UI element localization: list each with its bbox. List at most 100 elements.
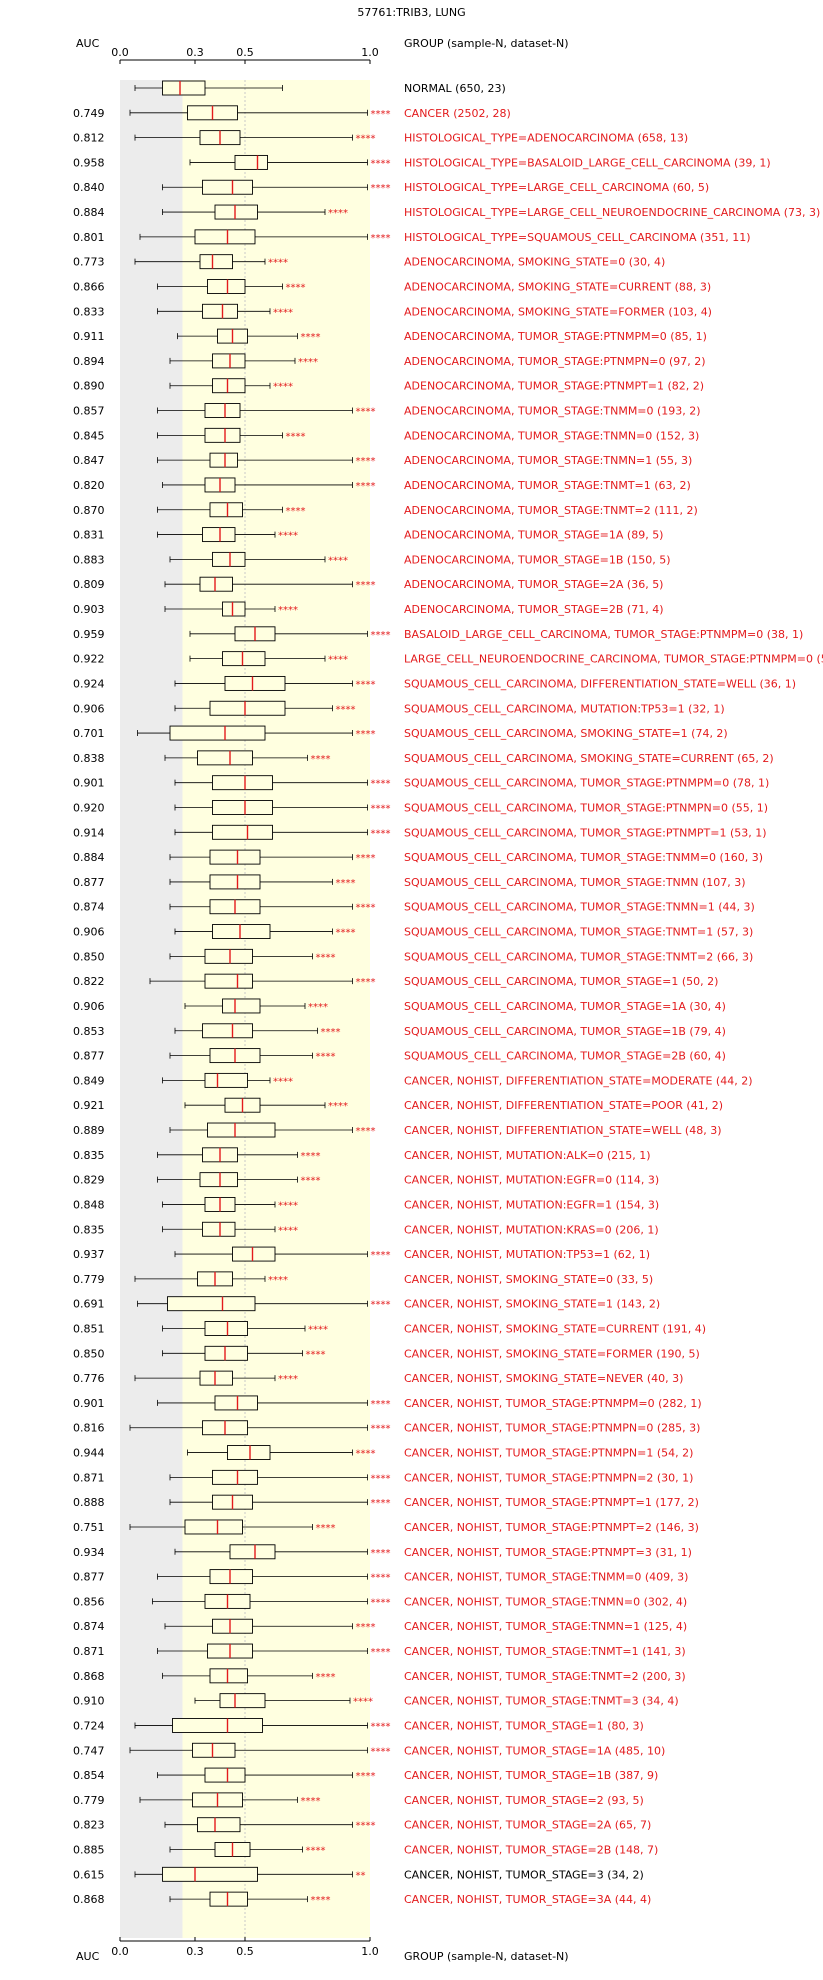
significance-label: **** bbox=[356, 729, 376, 740]
group-label: BASALOID_LARGE_CELL_CARCINOMA, TUMOR_STA… bbox=[404, 628, 803, 641]
box-row: **** 0.829 CANCER, NOHIST, MUTATION:EGFR=0… bbox=[73, 1172, 659, 1188]
group-label: CANCER, NOHIST, TUMOR_STAGE:PTNMPT=2 (14… bbox=[404, 1521, 699, 1534]
significance-label: **** bbox=[298, 357, 318, 368]
box-row: **** 0.747 CANCER, NOHIST, TUMOR_STAGE=1A … bbox=[73, 1742, 665, 1758]
box-row: **** 0.884 SQUAMOUS_CELL_CARCINOMA, TUMOR_… bbox=[73, 849, 763, 865]
group-label: ADENOCARCINOMA, TUMOR_STAGE=1A (89, 5) bbox=[404, 529, 663, 542]
auc-value: 0.615 bbox=[73, 1868, 105, 1881]
auc-value: 0.835 bbox=[73, 1149, 105, 1162]
significance-label: **** bbox=[356, 903, 376, 914]
significance-label: **** bbox=[356, 1622, 376, 1633]
group-label: ADENOCARCINOMA, TUMOR_STAGE:TNMN=0 (152,… bbox=[404, 429, 699, 442]
group-label: ADENOCARCINOMA, TUMOR_STAGE:PTNMPM=0 (85… bbox=[404, 330, 707, 343]
auc-value: 0.885 bbox=[73, 1844, 105, 1857]
box-row: **** 0.877 CANCER, NOHIST, TUMOR_STAGE:TNM… bbox=[73, 1569, 688, 1585]
group-label: ADENOCARCINOMA, SMOKING_STATE=CURRENT (8… bbox=[404, 280, 711, 293]
group-label: CANCER, NOHIST, MUTATION:EGFR=0 (114, 3) bbox=[404, 1174, 659, 1187]
auc-value: 0.959 bbox=[73, 628, 105, 641]
significance-label: **** bbox=[371, 183, 391, 194]
box-row: **** 0.910 CANCER, NOHIST, TUMOR_STAGE:TNM… bbox=[73, 1693, 679, 1709]
box-row: **** 0.871 CANCER, NOHIST, TUMOR_STAGE:PTN… bbox=[73, 1469, 693, 1485]
auc-value: 0.944 bbox=[73, 1447, 105, 1460]
significance-label: **** bbox=[371, 1473, 391, 1484]
group-label: CANCER, NOHIST, MUTATION:TP53=1 (62, 1) bbox=[404, 1248, 650, 1261]
significance-label: **** bbox=[286, 431, 306, 442]
significance-label: **** bbox=[356, 407, 376, 418]
box bbox=[209, 1891, 248, 1907]
box-row: **** 0.749 CANCER (2502, 28) bbox=[73, 105, 511, 121]
significance-label: **** bbox=[371, 1597, 391, 1608]
significance-label: **** bbox=[356, 481, 376, 492]
auc-value: 0.779 bbox=[73, 1273, 105, 1286]
box bbox=[199, 1172, 238, 1188]
group-label: SQUAMOUS_CELL_CARCINOMA, DIFFERENTIATION… bbox=[404, 677, 796, 690]
significance-label: **** bbox=[371, 233, 391, 244]
group-label: CANCER, NOHIST, SMOKING_STATE=FORMER (19… bbox=[404, 1347, 700, 1360]
significance-label: **** bbox=[278, 605, 298, 616]
auc-value: 0.903 bbox=[73, 603, 105, 616]
box-row: **** 0.890 ADENOCARCINOMA, TUMOR_STAGE:PTN… bbox=[73, 378, 704, 394]
box bbox=[204, 1072, 248, 1088]
box-row: **** 0.853 SQUAMOUS_CELL_CARCINOMA, TUMOR_… bbox=[73, 1023, 726, 1039]
box bbox=[212, 551, 246, 567]
significance-label: **** bbox=[371, 1250, 391, 1261]
auc-value: 0.820 bbox=[73, 479, 105, 492]
box-row: **** 0.944 CANCER, NOHIST, TUMOR_STAGE:PTN… bbox=[73, 1445, 693, 1461]
group-label: SQUAMOUS_CELL_CARCINOMA, TUMOR_STAGE:PTN… bbox=[404, 801, 768, 814]
box bbox=[202, 527, 236, 543]
box bbox=[199, 254, 233, 270]
box bbox=[219, 1693, 266, 1709]
group-label: HISTOLOGICAL_TYPE=LARGE_CELL_CARCINOMA (… bbox=[404, 181, 709, 194]
box bbox=[222, 651, 266, 667]
group-label: CANCER, NOHIST, TUMOR_STAGE=2 (93, 5) bbox=[404, 1794, 644, 1807]
box-row: **** 0.934 CANCER, NOHIST, TUMOR_STAGE:PTN… bbox=[73, 1544, 692, 1560]
group-label: SQUAMOUS_CELL_CARCINOMA, SMOKING_STATE=C… bbox=[404, 752, 774, 765]
box-row: **** 0.809 ADENOCARCINOMA, TUMOR_STAGE=2A … bbox=[73, 576, 663, 592]
box-row: ** 0.615 CANCER, NOHIST, TUMOR_STAGE=3 (34… bbox=[73, 1866, 644, 1882]
auc-value: 0.856 bbox=[73, 1595, 105, 1608]
significance-label: **** bbox=[316, 1523, 336, 1534]
group-label: SQUAMOUS_CELL_CARCINOMA, TUMOR_STAGE:TNM… bbox=[404, 876, 746, 889]
auc-value: 0.884 bbox=[73, 851, 105, 864]
box-row: **** 0.868 CANCER, NOHIST, TUMOR_STAGE:TNM… bbox=[73, 1668, 686, 1684]
axis-tick-label: 0.5 bbox=[236, 46, 254, 59]
box-row: **** 0.850 CANCER, NOHIST, SMOKING_STATE=F… bbox=[73, 1345, 700, 1361]
group-label: CANCER, NOHIST, MUTATION:EGFR=1 (154, 3) bbox=[404, 1198, 659, 1211]
auc-value: 0.901 bbox=[73, 1397, 105, 1410]
axis-tick-label: 0.3 bbox=[186, 1945, 204, 1958]
box-row: **** 0.845 ADENOCARCINOMA, TUMOR_STAGE:TNM… bbox=[73, 427, 699, 443]
significance-label: **** bbox=[286, 282, 306, 293]
auc-value: 0.857 bbox=[73, 405, 105, 418]
auc-value: 0.870 bbox=[73, 504, 105, 517]
significance-label: **** bbox=[306, 1846, 326, 1857]
box-row: **** 0.779 CANCER, NOHIST, SMOKING_STATE=0… bbox=[73, 1271, 653, 1287]
box bbox=[234, 154, 268, 170]
significance-label: **** bbox=[356, 134, 376, 145]
box-row: **** 0.724 CANCER, NOHIST, TUMOR_STAGE=1 (… bbox=[73, 1718, 644, 1733]
box-row: **** 0.914 SQUAMOUS_CELL_CARCINOMA, TUMOR_… bbox=[73, 824, 767, 840]
group-label: SQUAMOUS_CELL_CARCINOMA, TUMOR_STAGE:TNM… bbox=[404, 950, 753, 963]
group-label: CANCER, NOHIST, TUMOR_STAGE:TNMT=3 (34, … bbox=[404, 1695, 679, 1708]
box bbox=[209, 849, 261, 865]
significance-label: **** bbox=[371, 1498, 391, 1509]
box bbox=[172, 1718, 263, 1733]
significance-label: **** bbox=[306, 1349, 326, 1360]
group-label: CANCER, NOHIST, TUMOR_STAGE:PTNMPN=0 (28… bbox=[404, 1422, 700, 1435]
group-label: ADENOCARCINOMA, TUMOR_STAGE:PTNMPN=0 (97… bbox=[404, 355, 706, 368]
significance-label: **** bbox=[328, 655, 348, 666]
box-row: **** 0.877 SQUAMOUS_CELL_CARCINOMA, TUMOR_… bbox=[73, 1048, 726, 1064]
box-row: **** 0.921 CANCER, NOHIST, DIFFERENTIATION… bbox=[73, 1097, 723, 1113]
group-label: ADENOCARCINOMA, TUMOR_STAGE:TNMT=2 (111,… bbox=[404, 504, 698, 517]
box-row: **** 0.856 CANCER, NOHIST, TUMOR_STAGE:TNM… bbox=[73, 1593, 687, 1609]
auc-value: 0.911 bbox=[73, 330, 105, 343]
box bbox=[184, 1519, 243, 1535]
box-row: **** 0.812 HISTOLOGICAL_TYPE=ADENOCARCINOM… bbox=[73, 130, 688, 146]
significance-label: **** bbox=[301, 1151, 321, 1162]
box-row: **** 0.877 SQUAMOUS_CELL_CARCINOMA, TUMOR_… bbox=[73, 874, 746, 890]
auc-value: 0.701 bbox=[73, 727, 105, 740]
auc-value: 0.850 bbox=[73, 950, 105, 963]
box-row: **** 0.901 CANCER, NOHIST, TUMOR_STAGE:PTN… bbox=[73, 1395, 702, 1411]
auc-value: 0.845 bbox=[73, 429, 105, 442]
box bbox=[212, 924, 271, 939]
